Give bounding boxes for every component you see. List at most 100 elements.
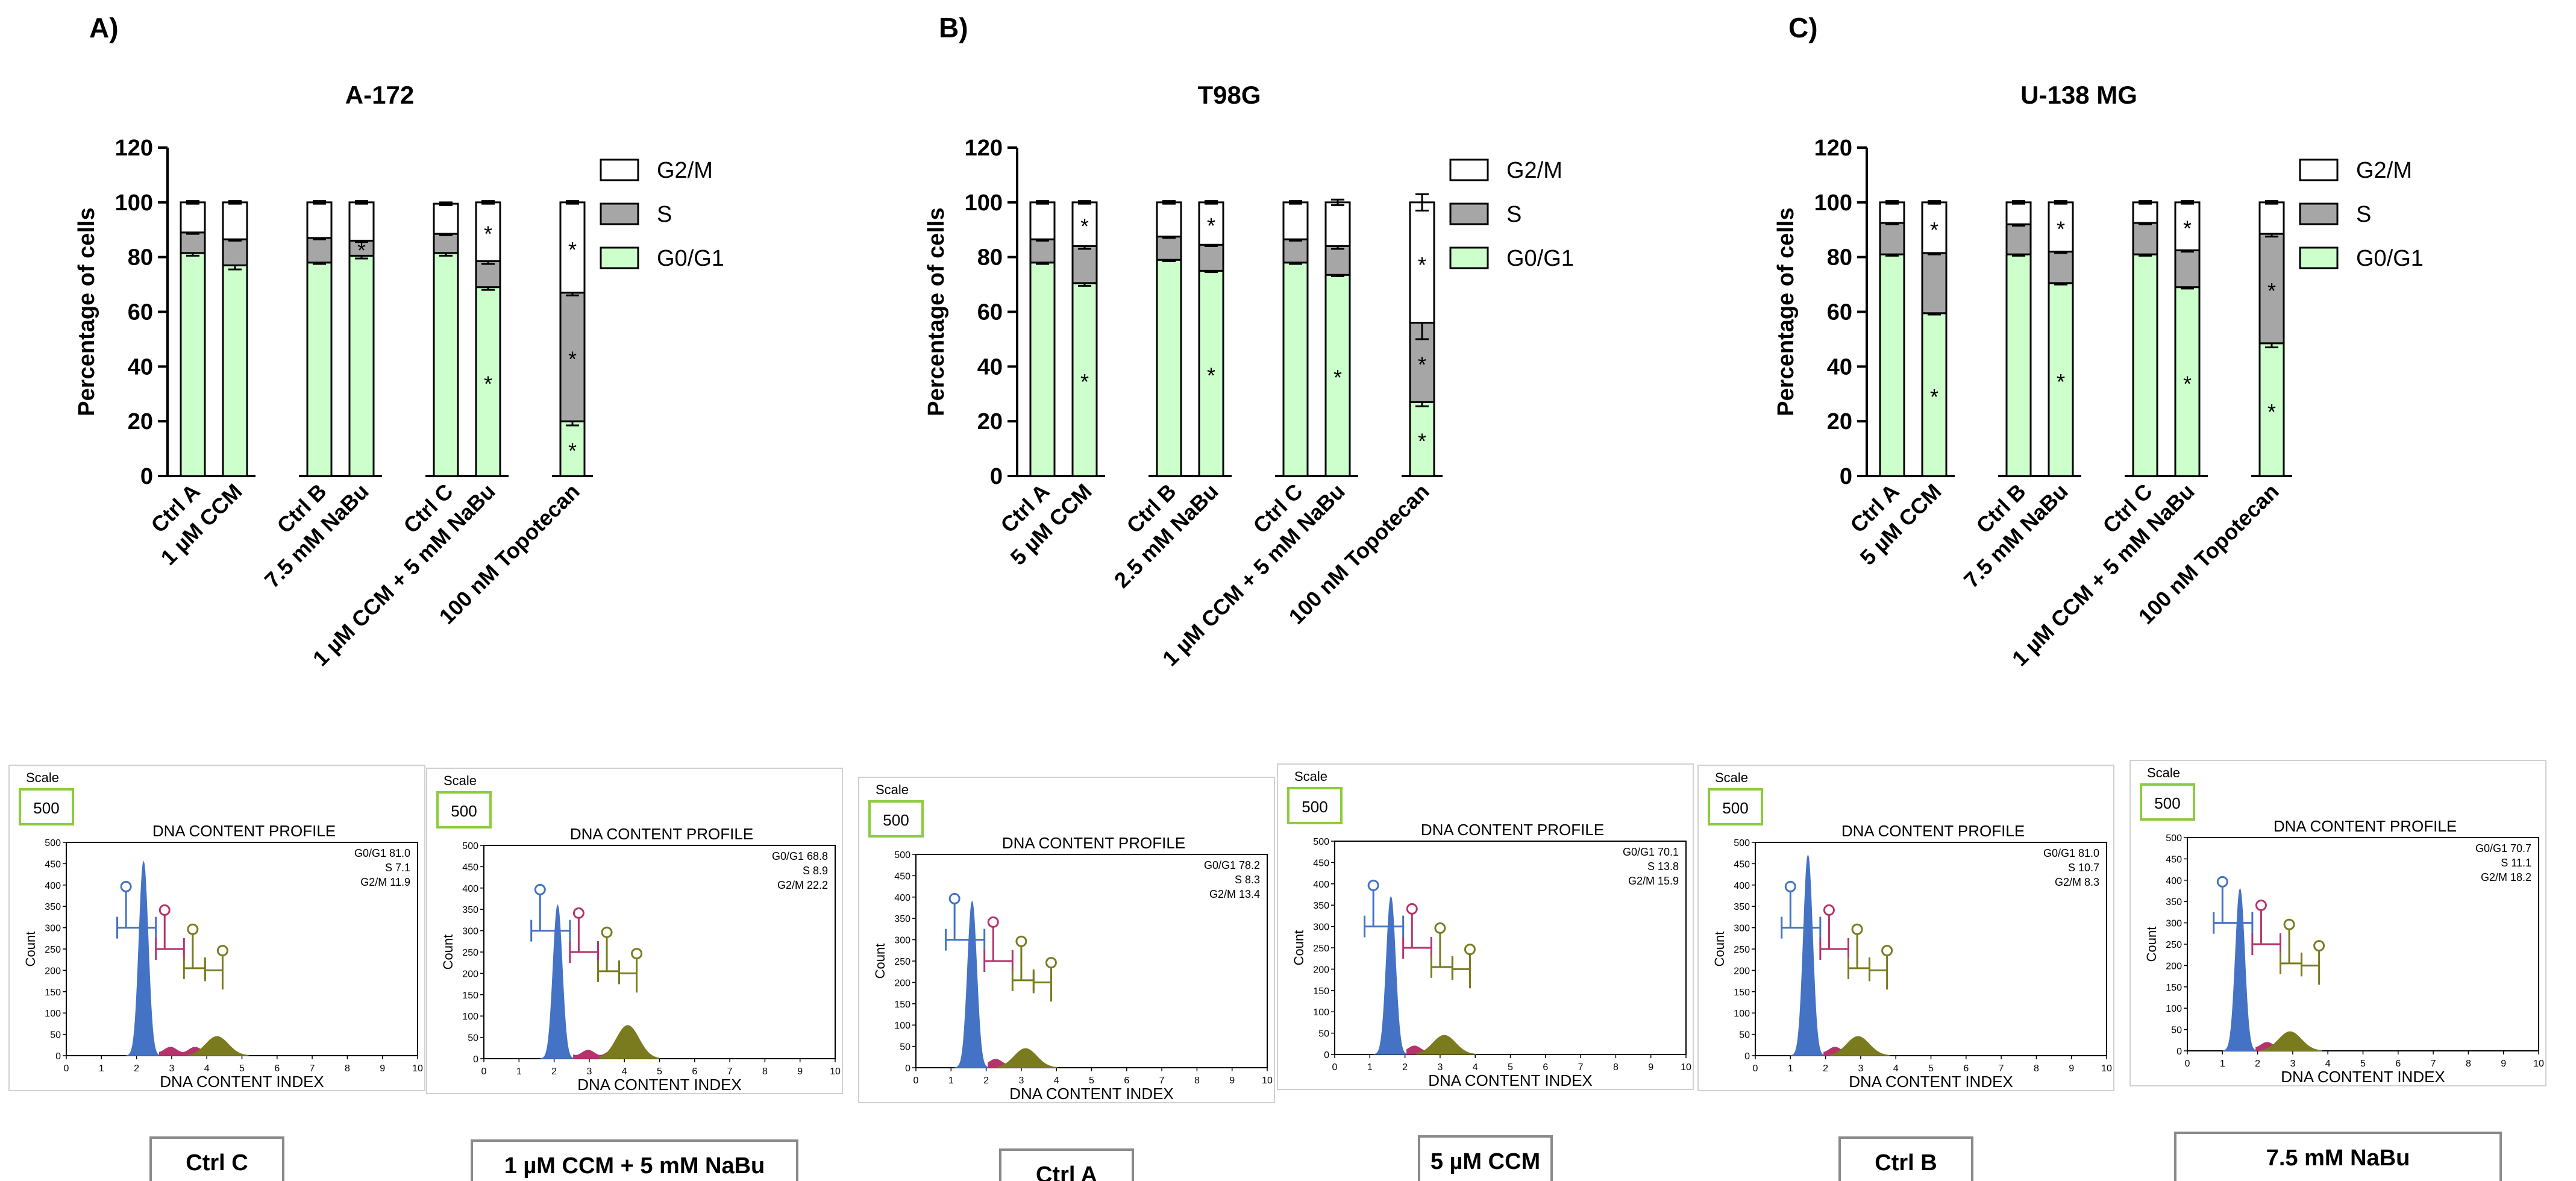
- g0g1-peak: [954, 900, 992, 1068]
- bar-G2M-segment: [2132, 201, 2158, 224]
- scale-label: Scale: [26, 770, 59, 785]
- bar-S-segment: [348, 239, 375, 257]
- x-tick-label: 3: [1018, 1076, 1024, 1086]
- x-tick-label: 7: [1578, 1062, 1584, 1073]
- y-tick-label: 60: [1827, 300, 1852, 325]
- y-tick-label: 200: [2166, 961, 2182, 971]
- y-tick-label: 150: [1734, 988, 1750, 998]
- bar-G2M-segment: [1282, 201, 1309, 240]
- y-tick-label: 0: [1744, 1051, 1750, 1062]
- histogram-y-label: Count: [1712, 932, 1727, 967]
- x-tick-label: 7: [310, 1064, 315, 1074]
- gate-handle-circle: [572, 907, 584, 919]
- scale-value: 500: [1722, 799, 1748, 817]
- caption-box: [149, 1136, 284, 1181]
- bar-G0G1-segment: [180, 252, 206, 477]
- bar-G0G1-segment: [2174, 286, 2201, 477]
- bar-G0G1-segment: [2005, 253, 2032, 477]
- histogram-title: DNA CONTENT PROFILE: [1841, 822, 2025, 840]
- histogram-title: DNA CONTENT PROFILE: [152, 822, 336, 840]
- phase-stat: G0/G1 78.2: [1204, 859, 1260, 871]
- y-tick-label: 120: [115, 136, 153, 161]
- x-tick-label: 4: [622, 1067, 627, 1077]
- x-tick-label: 3: [1437, 1062, 1443, 1073]
- y-tick-label: 450: [1734, 859, 1750, 869]
- bar-G2M-segment: [306, 201, 333, 239]
- y-tick-label: 0: [2176, 1047, 2182, 1057]
- y-tick-label: 20: [128, 409, 153, 434]
- histogram-y-label: Count: [2144, 927, 2159, 962]
- x-tick-label: 10: [412, 1064, 423, 1074]
- y-tick-label: 100: [1814, 190, 1852, 216]
- histogram-title: DNA CONTENT PROFILE: [1421, 821, 1604, 839]
- y-tick-label: 450: [45, 859, 61, 869]
- g2m-peak: [1829, 1036, 1891, 1056]
- x-tick-label: 0: [2185, 1059, 2190, 1069]
- legend-swatch: [1449, 158, 1489, 181]
- scale-box: [1708, 788, 1763, 825]
- x-tick-label: 9: [380, 1064, 385, 1074]
- x-tick-label: 3: [2290, 1059, 2295, 1069]
- phase-stat: S 8.3: [1235, 874, 1260, 886]
- significance-star: *: [484, 371, 492, 396]
- x-tick-label: 6: [274, 1064, 280, 1074]
- significance-star: *: [357, 238, 366, 263]
- caption-box: [1418, 1135, 1553, 1181]
- legend-swatch: [2299, 158, 2339, 181]
- x-tick-label: 5: [1089, 1076, 1094, 1086]
- y-tick-label: 100: [965, 190, 1003, 216]
- gate-handle-circle: [216, 945, 228, 957]
- y-tick-label: 500: [1313, 837, 1329, 847]
- y-tick-label: 500: [2166, 833, 2182, 844]
- significance-star: *: [1080, 214, 1089, 239]
- plot-area: [66, 842, 418, 1056]
- bar-G0G1-segment: [475, 286, 501, 477]
- x-tick-label: 6: [1124, 1076, 1129, 1086]
- bar-G2M-segment: [1071, 201, 1098, 248]
- legend-label: G0/G1: [1506, 246, 1574, 271]
- scale-value: 500: [33, 799, 59, 817]
- legend-label: S: [1506, 202, 1521, 227]
- legend-label: G2/M: [657, 158, 713, 183]
- bar-G0G1-segment: [1156, 258, 1182, 477]
- significance-star: *: [568, 346, 577, 371]
- bar-G2M-segment: [180, 201, 206, 234]
- gate-handle-circle: [2255, 899, 2267, 911]
- y-tick-label: 300: [1313, 923, 1329, 933]
- y-tick-label: 0: [55, 1051, 61, 1062]
- histogram-x-label: DNA CONTENT INDEX: [1428, 1071, 1593, 1089]
- y-tick-label: 300: [1734, 924, 1750, 934]
- gate-handle-circle: [158, 904, 171, 916]
- chart-title: A-172: [345, 81, 414, 109]
- y-tick-label: 350: [1313, 901, 1329, 911]
- g0g1-peak: [125, 860, 163, 1056]
- x-tick-label: 8: [762, 1067, 768, 1077]
- y-tick-label: 50: [1318, 1029, 1329, 1039]
- y-tick-label: 200: [45, 966, 61, 976]
- bar-G0G1-segment: [2132, 253, 2158, 477]
- x-tick-label: 8: [345, 1064, 350, 1074]
- g2m-peak: [2261, 1031, 2323, 1051]
- bar-S-segment: [2005, 223, 2032, 255]
- histogram-y-label: Count: [23, 932, 38, 967]
- gate-handle-circle: [534, 883, 546, 895]
- bar-G0G1-segment: [222, 264, 248, 477]
- bar-G2M-segment: [2005, 201, 2032, 225]
- y-tick-label: 350: [462, 905, 478, 915]
- x-tick-label: 0: [1753, 1064, 1758, 1074]
- phase-stat: G2/M 11.9: [360, 876, 410, 888]
- y-tick-label: 500: [462, 841, 478, 851]
- scale-label: Scale: [2147, 765, 2180, 780]
- x-tick-label: 10: [830, 1067, 841, 1077]
- caption-label: 7.5 mM NaBu: [2266, 1145, 2410, 1171]
- scale-box: [436, 791, 492, 829]
- x-tick-label: 10: [2101, 1064, 2112, 1074]
- bar-G2M-segment: [1324, 201, 1351, 248]
- y-tick-label: 40: [1827, 354, 1852, 380]
- significance-star: *: [1930, 218, 1938, 242]
- gate-handle-circle: [601, 926, 613, 938]
- panel-1: B) T98G 0 20 40 60 80 100 120 Percentage of cells…: [924, 12, 1574, 671]
- scale-label: Scale: [876, 782, 909, 797]
- y-tick-label: 40: [977, 354, 1003, 380]
